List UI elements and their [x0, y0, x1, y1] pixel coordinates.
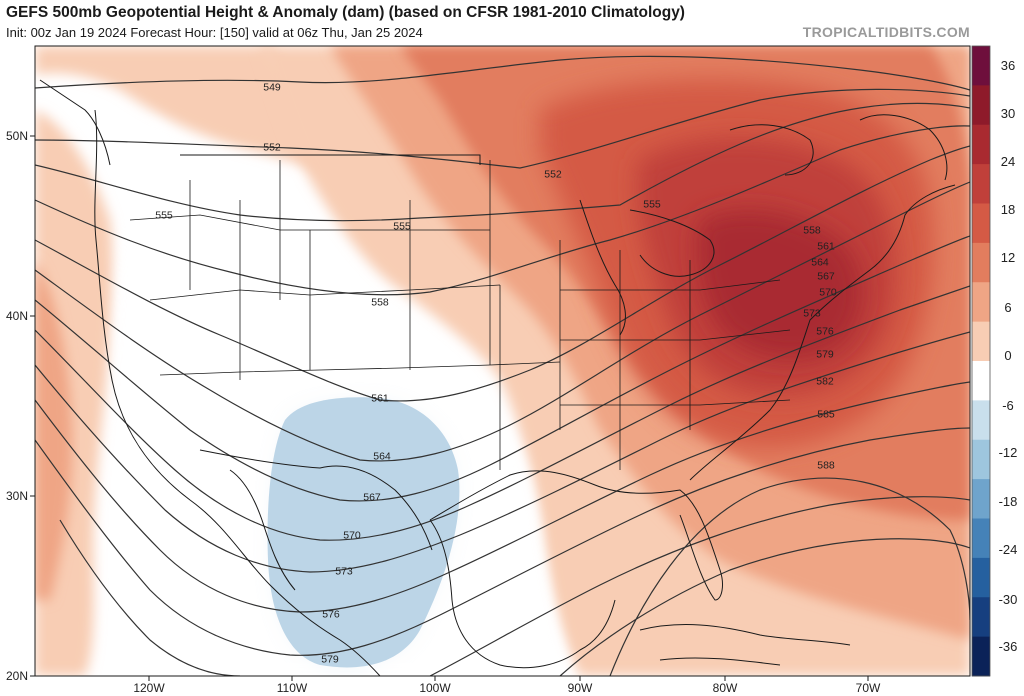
colorbar-label: 24	[1001, 154, 1015, 169]
contour-label: 558	[371, 297, 389, 309]
colorbar-segment	[972, 636, 990, 677]
contour-label: 567	[817, 271, 835, 283]
lon-label: 80W	[713, 681, 738, 695]
colorbar-labels: 36 30 24 18 12 6 0 -6 -12 -18 -24 -30 -36	[999, 58, 1018, 654]
colorbar-label: -30	[999, 592, 1018, 607]
colorbar-label: -36	[999, 639, 1018, 654]
contour-label: 576	[322, 609, 340, 621]
contour-label: 561	[817, 241, 835, 253]
contour-label: 555	[643, 199, 661, 211]
longitude-labels: 120W 110W 100W 90W 80W 70W	[133, 676, 881, 695]
contour-label: 555	[393, 221, 411, 233]
colorbar-segment	[972, 164, 990, 204]
colorbar-label: 36	[1001, 58, 1015, 73]
contour-label: 567	[363, 492, 381, 504]
contour-label: 582	[816, 376, 834, 388]
contour-label: 552	[544, 169, 562, 181]
colorbar-label: 18	[1001, 202, 1015, 217]
colorbar-segment	[972, 439, 990, 480]
contour-label: 570	[819, 287, 837, 299]
colorbar-segment	[972, 124, 990, 165]
chart-title: GEFS 500mb Geopotential Height & Anomaly…	[6, 4, 685, 21]
contour-label: 561	[371, 393, 389, 405]
contour-label: 573	[335, 566, 353, 578]
contour-label: 555	[155, 210, 173, 222]
lat-label: 20N	[6, 669, 28, 683]
height-contours	[35, 55, 970, 676]
contour-label: 564	[373, 451, 391, 463]
colorbar-segment	[972, 597, 990, 638]
colorbar-segment	[972, 479, 990, 519]
contour-label: 576	[816, 326, 834, 338]
contour-label: 549	[263, 82, 281, 94]
brand-watermark: TROPICALTIDBITS.COM	[802, 24, 970, 40]
contour-label: 564	[811, 257, 829, 269]
lon-label: 100W	[419, 681, 451, 695]
colorbar-label: -24	[999, 542, 1018, 557]
colorbar-segment	[972, 282, 990, 323]
lat-label: 50N	[6, 129, 28, 143]
contour-label: 579	[816, 349, 834, 361]
contour-label: 573	[803, 308, 821, 320]
contour-label: 552	[263, 142, 281, 154]
latitude-labels: 50N 40N 30N 20N	[6, 129, 35, 683]
map-plot-area	[35, 46, 970, 676]
colorbar-label: 12	[1001, 250, 1015, 265]
lon-label: 70W	[856, 681, 881, 695]
lat-label: 30N	[6, 489, 28, 503]
colorbar-label: 0	[1004, 348, 1011, 363]
colorbar-label: 30	[1001, 106, 1015, 121]
colorbar-segment	[972, 518, 990, 559]
contour-label: 579	[321, 654, 339, 666]
chart-subtitle: Init: 00z Jan 19 2024 Forecast Hour: [15…	[6, 25, 423, 40]
colorbar-frame	[971, 45, 991, 677]
colorbar-label: -6	[1002, 398, 1014, 413]
colorbar-segment	[972, 85, 990, 126]
anomaly-colorbar	[971, 45, 991, 677]
state-borders	[129, 160, 791, 470]
colorbar-label: -18	[999, 494, 1018, 509]
map-frame	[34, 45, 971, 677]
colorbar-segment	[972, 242, 990, 283]
lon-label: 120W	[133, 681, 165, 695]
colorbar-label: 6	[1004, 300, 1011, 315]
anomaly-shading	[35, 46, 970, 676]
lon-label: 90W	[568, 681, 593, 695]
contour-label: 585	[817, 409, 835, 421]
colorbar-segment	[972, 400, 990, 441]
colorbar-segment	[972, 46, 990, 86]
contour-label: 570	[343, 530, 361, 542]
colorbar-segment	[972, 321, 990, 362]
coastline-borders	[39, 79, 956, 676]
lat-label: 40N	[6, 309, 28, 323]
colorbar-segment	[972, 557, 990, 598]
colorbar-label: -12	[999, 445, 1018, 460]
contour-value-labels: 549 552 555 555 558 561 564 567 570 573 576 579 552 5…	[155, 82, 837, 666]
contour-label: 588	[817, 460, 835, 472]
colorbar-segment	[972, 361, 990, 401]
contour-label: 558	[803, 225, 821, 237]
lon-label: 110W	[277, 681, 308, 695]
colorbar-segment	[972, 203, 990, 244]
